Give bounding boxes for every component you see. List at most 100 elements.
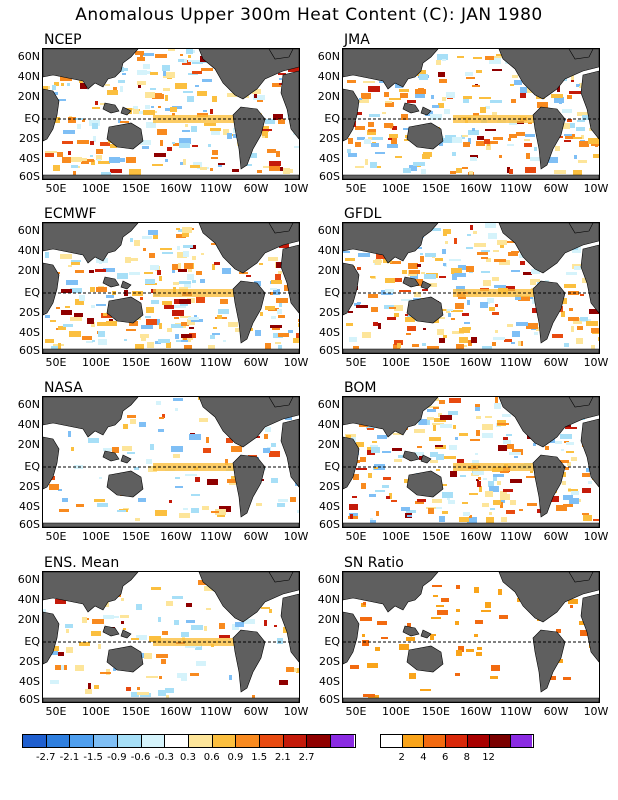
anomaly-cell — [406, 510, 416, 513]
latitude-label: EQ — [24, 635, 40, 648]
anomaly-cell — [215, 509, 226, 515]
anomaly-cell — [163, 88, 170, 91]
land-mass — [568, 223, 594, 234]
colorbar-swatch — [489, 735, 512, 747]
map-svg — [343, 397, 599, 527]
anomaly-cell — [578, 160, 587, 163]
anomaly-cell — [472, 85, 480, 87]
anomaly-cell — [387, 144, 398, 148]
anomaly-cell — [438, 103, 444, 108]
anomaly-cell — [289, 169, 293, 173]
anomaly-cell — [368, 86, 380, 92]
anomaly-cell — [212, 264, 215, 270]
anomaly-cell — [429, 437, 441, 441]
anomaly-cell — [98, 339, 107, 345]
anomaly-cell — [51, 476, 55, 480]
land-mass — [106, 296, 144, 324]
anomaly-cell — [492, 342, 496, 346]
anomaly-cell — [476, 416, 481, 419]
anomaly-cell — [503, 489, 513, 492]
anomaly-cell — [100, 142, 110, 146]
latitude-label: 40S — [319, 152, 340, 165]
anomaly-cell — [454, 273, 466, 277]
anomaly-colorbar — [22, 734, 356, 748]
anomaly-cell — [562, 109, 572, 113]
anomaly-cell — [591, 328, 599, 333]
latitude-label: 20S — [19, 132, 40, 145]
anomaly-cell — [492, 69, 502, 71]
anomaly-cell — [463, 142, 470, 147]
anomaly-cell — [367, 447, 372, 451]
anomaly-cell — [381, 637, 388, 639]
anomaly-cell — [374, 467, 378, 469]
anomaly-cell — [560, 460, 569, 463]
anomaly-cell — [112, 447, 119, 453]
anomaly-cell — [591, 345, 595, 349]
latitude-label: 60S — [319, 170, 340, 183]
anomaly-cell — [212, 150, 218, 155]
longitude-label: 50E — [45, 705, 67, 718]
anomaly-cell — [401, 114, 408, 120]
land-mass — [532, 280, 566, 344]
anomaly-cell — [437, 54, 448, 60]
anomaly-cell — [463, 97, 469, 103]
anomaly-cell — [120, 121, 129, 123]
anomaly-cell — [432, 228, 441, 231]
land-mass — [43, 436, 60, 490]
anomaly-cell — [100, 672, 111, 674]
anomaly-cell — [566, 272, 577, 275]
anomaly-cell — [466, 266, 474, 272]
anomaly-cell — [78, 158, 87, 161]
anomaly-cell — [106, 295, 114, 298]
anomaly-cell — [414, 292, 421, 297]
anomaly-cell — [61, 310, 72, 315]
anomaly-cell — [271, 478, 278, 483]
anomaly-cell — [58, 489, 62, 491]
anomaly-cell — [280, 167, 283, 171]
anomaly-cell — [191, 126, 197, 132]
anomaly-cell — [493, 474, 504, 477]
anomaly-cell — [150, 72, 158, 75]
anomaly-cell — [383, 477, 391, 480]
anomaly-cell — [588, 481, 592, 484]
panel-label: BOM — [344, 380, 377, 396]
anomaly-cell — [129, 258, 138, 261]
anomaly-cell — [356, 305, 368, 308]
anomaly-cell — [148, 230, 158, 235]
anomaly-cell — [531, 269, 540, 274]
latitude-label: 60S — [19, 518, 40, 531]
colorbar-tick-label: 6 — [441, 752, 449, 763]
anomaly-cell — [189, 333, 196, 338]
anomaly-cell — [519, 509, 523, 511]
anomaly-cell — [376, 511, 379, 516]
anomaly-cell — [571, 326, 574, 332]
anomaly-cell — [354, 303, 360, 306]
anomaly-cell — [162, 252, 173, 254]
anomaly-cell — [500, 491, 507, 495]
anomaly-cell — [82, 119, 85, 122]
anomaly-cell — [45, 151, 57, 153]
anomaly-cell — [510, 479, 522, 483]
colorbar-swatch — [402, 735, 425, 747]
anomaly-cell — [375, 647, 380, 651]
anomaly-cell — [425, 253, 436, 257]
longitude-label: 60W — [243, 182, 269, 195]
anomaly-cell — [103, 448, 112, 451]
anomaly-cell — [151, 587, 161, 590]
anomaly-cell — [278, 315, 285, 318]
anomaly-cell — [359, 98, 362, 100]
anomaly-cell — [145, 92, 155, 98]
anomaly-cell — [252, 695, 255, 699]
anomaly-cell — [269, 609, 272, 613]
latitude-label: 60S — [19, 170, 40, 183]
map-svg — [343, 572, 599, 702]
anomaly-cell — [420, 689, 431, 691]
anomaly-cell — [166, 601, 173, 606]
anomaly-cell — [439, 141, 443, 146]
anomaly-cell — [516, 132, 525, 136]
anomaly-cell — [269, 166, 280, 171]
anomaly-cell — [430, 460, 438, 463]
anomaly-cell — [71, 260, 81, 262]
anomaly-cell — [278, 345, 282, 349]
colorbar-tick-label: -0.6 — [130, 752, 151, 763]
